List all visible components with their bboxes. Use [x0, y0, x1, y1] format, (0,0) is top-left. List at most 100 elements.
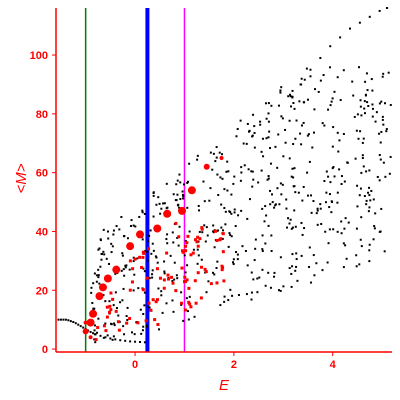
black-data-point — [248, 198, 251, 201]
black-data-point — [330, 100, 333, 103]
black-data-point — [185, 297, 188, 300]
black-data-point — [329, 45, 332, 48]
black-data-point — [186, 206, 189, 209]
black-data-point — [256, 277, 259, 280]
black-data-point — [336, 230, 339, 233]
black-data-point — [111, 245, 114, 248]
black-data-point — [309, 68, 312, 71]
black-data-point — [142, 312, 145, 315]
black-data-point — [111, 338, 114, 341]
black-data-point — [279, 182, 282, 185]
black-data-point — [215, 156, 218, 159]
black-data-point — [228, 210, 231, 213]
black-data-point — [211, 168, 214, 171]
black-data-point — [336, 201, 339, 204]
black-data-point — [120, 269, 123, 272]
x-tick-label: 0 — [132, 359, 138, 371]
black-data-point — [109, 337, 112, 340]
black-data-point — [161, 311, 164, 314]
black-data-point — [265, 214, 268, 217]
black-data-point — [353, 115, 356, 118]
black-data-point — [204, 240, 207, 243]
black-data-point — [100, 252, 103, 255]
black-data-point — [89, 331, 92, 334]
black-data-point — [325, 191, 328, 194]
black-data-point — [316, 207, 319, 210]
red-data-point — [213, 229, 217, 233]
black-data-point — [218, 151, 221, 154]
black-data-point — [289, 93, 292, 96]
black-data-point — [212, 230, 215, 233]
black-data-point — [130, 331, 133, 334]
black-data-point — [368, 243, 371, 246]
black-data-point — [327, 108, 330, 111]
black-data-point — [165, 182, 168, 185]
red-data-point — [179, 301, 183, 305]
black-data-point — [388, 172, 391, 175]
black-data-point — [184, 271, 187, 274]
black-data-point — [378, 154, 381, 157]
red-data-point — [147, 247, 151, 251]
black-data-point — [311, 146, 314, 149]
red-data-point — [209, 282, 213, 286]
black-data-point — [175, 274, 178, 277]
black-data-point — [380, 207, 383, 210]
black-data-point — [267, 175, 270, 178]
black-data-point — [125, 314, 128, 317]
black-data-point — [152, 191, 155, 194]
black-data-point — [252, 278, 255, 281]
red-data-point — [194, 301, 198, 305]
black-data-point — [295, 265, 298, 268]
black-data-point — [282, 285, 285, 288]
black-data-point — [322, 74, 325, 77]
black-data-point — [356, 205, 359, 208]
red-data-point — [108, 304, 112, 308]
black-data-point — [378, 132, 381, 135]
x-tick-label: 2 — [231, 359, 237, 371]
black-data-point — [344, 244, 347, 247]
red-data-point — [177, 235, 181, 239]
black-data-point — [332, 126, 335, 129]
black-data-point — [147, 305, 150, 308]
red-data-point — [196, 271, 200, 275]
black-data-point — [158, 202, 161, 205]
red-data-point — [155, 267, 159, 271]
black-data-point — [196, 248, 199, 251]
y-tick-label: 60 — [36, 168, 48, 180]
black-data-point — [141, 329, 144, 332]
black-data-point — [369, 199, 372, 202]
red-data-point — [128, 316, 132, 320]
black-data-point — [202, 180, 205, 183]
black-data-point — [323, 180, 326, 183]
red-data-point — [151, 298, 155, 302]
black-data-point — [126, 237, 129, 240]
red-data-point — [109, 308, 113, 312]
black-data-point — [372, 238, 375, 241]
black-data-point — [182, 195, 185, 198]
black-data-point — [112, 335, 115, 338]
black-data-point — [363, 107, 366, 110]
red-data-point — [103, 274, 112, 283]
black-data-point — [135, 321, 138, 324]
black-data-point — [261, 268, 264, 271]
black-data-point — [106, 230, 109, 233]
black-data-point — [110, 251, 113, 254]
black-data-point — [302, 185, 305, 188]
black-data-point — [361, 141, 364, 144]
black-data-point — [187, 180, 190, 183]
black-data-point — [166, 206, 169, 209]
black-data-point — [160, 207, 163, 210]
black-data-point — [155, 256, 158, 259]
black-data-point — [371, 107, 374, 110]
black-data-point — [124, 339, 127, 342]
black-data-point — [319, 79, 322, 82]
black-data-point — [294, 191, 297, 194]
red-data-point — [187, 300, 191, 304]
red-data-point — [182, 280, 186, 284]
black-data-point — [146, 250, 149, 253]
black-data-point — [267, 112, 270, 115]
black-data-point — [207, 280, 210, 283]
black-data-point — [150, 252, 153, 255]
